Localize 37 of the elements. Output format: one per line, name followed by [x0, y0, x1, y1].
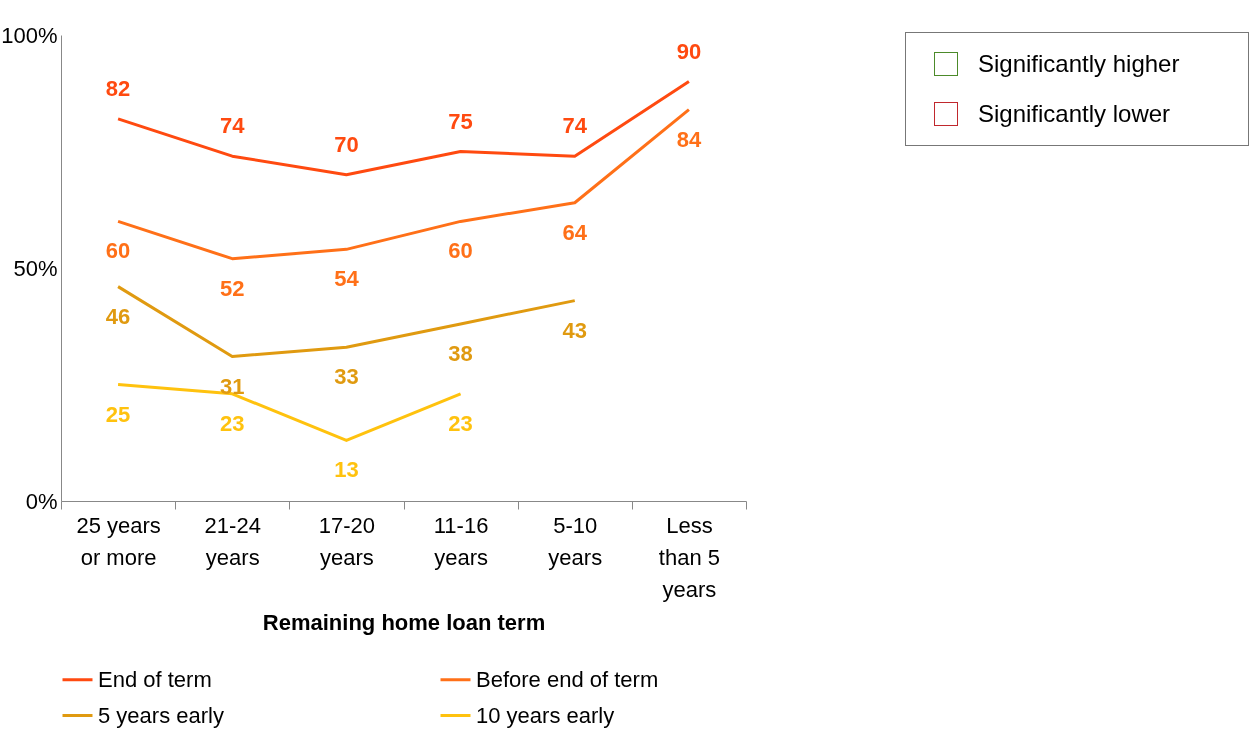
- data-label: 38: [448, 340, 473, 366]
- text: Significantly higher: [978, 50, 1180, 78]
- data-label: 90: [676, 38, 702, 64]
- x-tick-label: 17-20 years: [318, 512, 376, 570]
- data-label: 23: [220, 410, 245, 436]
- y-tick-label: 50%: [13, 255, 58, 281]
- data-label: 84: [676, 126, 702, 152]
- x-tick-label: 5-10 years: [548, 512, 603, 570]
- data-label: 60: [448, 238, 473, 264]
- data-label: 70: [334, 131, 359, 157]
- data-label: 13: [334, 457, 359, 483]
- text: Significantly lower: [978, 100, 1171, 128]
- legend-label: 10 years early: [476, 702, 615, 728]
- data-label: 64: [562, 219, 588, 245]
- x-axis-title: Remaining home loan term: [262, 609, 546, 635]
- x-tick-label: 25 years or more: [76, 512, 161, 570]
- data-label: 46: [105, 303, 131, 329]
- legend-label: End of term: [98, 666, 212, 692]
- data-label: 31: [220, 373, 245, 399]
- data-label: 54: [334, 266, 360, 292]
- data-label: 43: [562, 317, 587, 343]
- data-label: 75: [448, 108, 473, 134]
- data-label: 60: [105, 238, 131, 264]
- data-label: 74: [562, 113, 588, 139]
- data-label: 52: [220, 275, 245, 301]
- y-tick-label: 0%: [25, 488, 58, 514]
- x-tick-label: Less than 5 years: [658, 512, 720, 602]
- data-label: 33: [334, 364, 359, 390]
- x-tick-label: 21-24 years: [204, 512, 261, 570]
- x-tick-label: 11-16 years: [433, 512, 489, 570]
- legend-label: Before end of term: [476, 666, 659, 692]
- legend-label: 5 years early: [98, 702, 224, 728]
- data-label: 25: [105, 401, 131, 427]
- y-tick-label: 100%: [1, 22, 58, 48]
- data-label: 82: [105, 75, 131, 101]
- data-label: 23: [448, 410, 473, 436]
- data-label: 74: [220, 113, 246, 139]
